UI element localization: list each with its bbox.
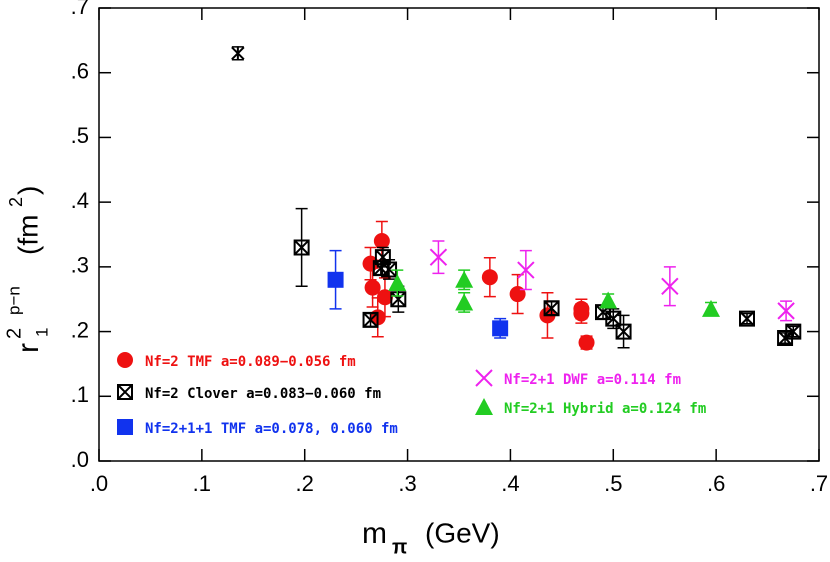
- x-tick-label: .6: [707, 471, 725, 496]
- plot-frame: [98, 7, 820, 462]
- x-label-part: m: [362, 517, 387, 550]
- point: [362, 311, 379, 328]
- x-tick-label: .7: [810, 471, 828, 496]
- y-label-part: ): [12, 186, 43, 195]
- legend-marker: [117, 352, 133, 368]
- point: [364, 279, 381, 296]
- legend-marker: [475, 369, 493, 387]
- point: [599, 291, 618, 309]
- x-label-part: π: [392, 536, 407, 557]
- point: [573, 305, 590, 322]
- point: [455, 293, 474, 311]
- y-label-part: r: [12, 343, 45, 353]
- point: [702, 299, 720, 317]
- point: [543, 300, 560, 317]
- point: [429, 248, 448, 266]
- legend-label: Nf=2 TMF a=0.089−0.056 fm: [145, 354, 356, 370]
- legend-label: Nf=2+1 Hybrid a=0.124 fm: [504, 401, 706, 417]
- point: [509, 286, 526, 303]
- legend-marker: [117, 384, 133, 400]
- point: [661, 277, 679, 295]
- y-tick-label: .5: [71, 123, 89, 148]
- point: [455, 270, 474, 288]
- y-label-part: p−n: [4, 286, 23, 315]
- point: [605, 310, 622, 327]
- y-tick-label: .6: [71, 59, 89, 84]
- x-tick-label: .4: [501, 471, 519, 496]
- point: [481, 269, 498, 286]
- x-tick-label: .3: [398, 471, 416, 496]
- point: [376, 289, 393, 306]
- point: [777, 330, 794, 347]
- x-label-part: (GeV): [425, 517, 500, 548]
- point: [390, 291, 407, 308]
- legend-label: Nf=2+1 DWF a=0.114 fm: [504, 372, 681, 388]
- point: [739, 310, 755, 327]
- point: [327, 271, 344, 288]
- y-tick-label: .7: [71, 0, 89, 19]
- point: [578, 334, 595, 351]
- y-label-part: 2: [6, 197, 26, 207]
- point: [517, 261, 535, 279]
- x-tick-label: .1: [193, 471, 211, 496]
- point: [373, 232, 390, 249]
- point: [777, 302, 795, 320]
- y-label-part: 2: [3, 328, 25, 339]
- y-tick-label: .2: [71, 317, 89, 342]
- y-label-part: 1: [32, 328, 51, 337]
- y-tick-label: .1: [71, 382, 89, 407]
- y-tick-label: .4: [71, 188, 89, 213]
- legend-marker: [117, 419, 133, 435]
- x-tick-label: .0: [90, 471, 108, 496]
- legend-label: Nf=2+1+1 TMF a=0.078, 0.060 fm: [145, 421, 398, 437]
- legend-label: Nf=2 Clover a=0.083−0.060 fm: [145, 386, 381, 402]
- x-tick-label: .5: [604, 471, 622, 496]
- point: [293, 239, 310, 256]
- point: [785, 323, 802, 340]
- y-label-part: (fm: [12, 215, 43, 255]
- legend-marker: [475, 398, 493, 415]
- point: [492, 320, 509, 337]
- y-axis-label: r 1 2 p−n (fm 2 ): [3, 186, 51, 353]
- y-tick-label: .3: [71, 253, 89, 278]
- point: [231, 46, 245, 61]
- point: [388, 274, 407, 292]
- point: [615, 323, 632, 340]
- y-tick-label: .0: [71, 447, 89, 472]
- x-tick-label: .2: [296, 471, 314, 496]
